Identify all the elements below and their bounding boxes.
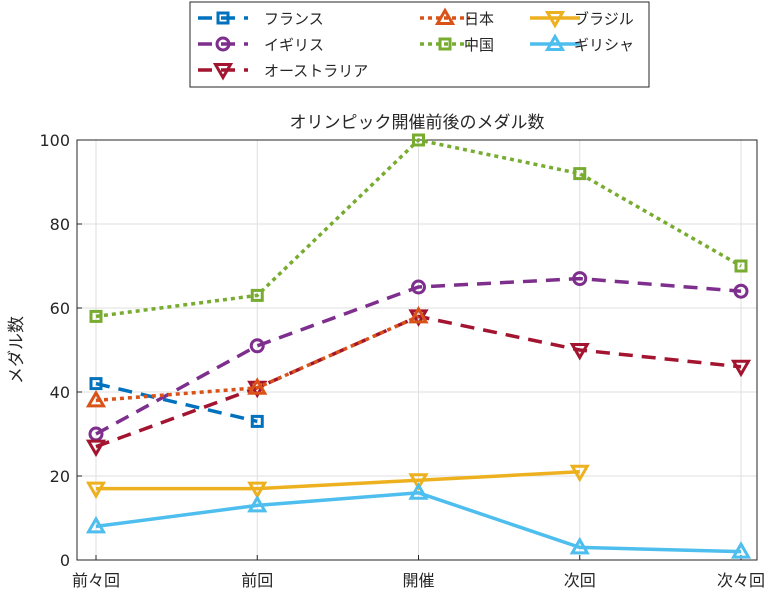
- data-point: [249, 338, 265, 354]
- data-point: [247, 377, 268, 395]
- data-point: [247, 481, 268, 500]
- data-point: [569, 464, 590, 483]
- data-point: [250, 288, 264, 302]
- series-ギリシャ: [85, 482, 752, 559]
- data-point: [85, 389, 107, 408]
- data-point: [85, 439, 107, 458]
- data-point: [572, 271, 588, 287]
- y-tick-label: 60: [50, 299, 70, 318]
- legend-label: ブラジル: [574, 10, 634, 28]
- data-point: [734, 259, 748, 273]
- legend-item: イギリス: [198, 36, 324, 54]
- legend-label: フランス: [264, 10, 324, 28]
- data-point: [730, 359, 752, 378]
- series-フランス: [89, 377, 264, 428]
- data-point: [730, 541, 752, 559]
- x-tick-label: 次回: [564, 571, 596, 590]
- x-tick-label: 次々回: [717, 571, 765, 590]
- series-中国: [89, 133, 748, 323]
- data-point: [408, 305, 429, 324]
- y-tick-label: 20: [50, 467, 70, 486]
- series-line: [96, 470, 580, 491]
- data-point: [85, 481, 107, 500]
- legend-item: オーストラリア: [198, 62, 368, 81]
- legend-label: ギリシャ: [574, 36, 634, 54]
- y-tick-label: 0: [60, 551, 70, 570]
- x-tick-label: 前回: [241, 571, 273, 590]
- data-point: [89, 377, 103, 391]
- series-line: [95, 381, 258, 424]
- legend-marker: [215, 36, 231, 52]
- data-point: [250, 414, 264, 428]
- legend-item: 日本: [420, 7, 494, 28]
- x-axis: 前々回 前回 開催 次回 次々回: [72, 555, 765, 590]
- legend-item: ギリシャ: [530, 33, 634, 54]
- series-group: [85, 133, 752, 559]
- data-point: [408, 482, 429, 500]
- series-ブラジル: [85, 464, 590, 500]
- y-tick-label: 40: [50, 383, 70, 402]
- data-point: [733, 283, 749, 299]
- y-tick-label: 100: [39, 131, 70, 150]
- legend-marker: [544, 11, 566, 29]
- legend-item: フランス: [198, 10, 324, 28]
- legend-marker: [216, 11, 230, 25]
- legend-label: 日本: [464, 10, 494, 28]
- data-point: [569, 343, 590, 361]
- legend-label: イギリス: [264, 36, 324, 54]
- data-point: [411, 279, 426, 295]
- data-point: [247, 494, 268, 513]
- data-point: [412, 133, 425, 147]
- legend-item: 中国: [420, 36, 494, 54]
- data-point: [85, 515, 107, 534]
- data-point: [569, 536, 590, 555]
- legend-marker: [434, 7, 456, 25]
- x-tick-label: 開催: [402, 571, 434, 590]
- y-tick-label: 80: [50, 215, 70, 234]
- legend-marker: [212, 63, 234, 81]
- y-axis: 0 20 40 60 80 100: [39, 131, 82, 570]
- data-point: [408, 473, 429, 491]
- series-イギリス: [88, 271, 749, 442]
- chart-title: オリンピック開催前後のメダル数: [290, 113, 545, 133]
- legend-marker: [438, 37, 452, 51]
- series-line: [95, 491, 742, 554]
- legend-marker: [544, 33, 566, 51]
- series-line: [95, 276, 742, 436]
- series-日本: [85, 305, 429, 408]
- legend-item: ブラジル: [530, 10, 634, 29]
- data-point: [573, 167, 587, 181]
- legend-label: 中国: [464, 36, 494, 54]
- y-axis-label: メダル数: [7, 316, 27, 384]
- legend-label: オーストラリア: [264, 62, 368, 80]
- series-line: [95, 138, 742, 319]
- data-point: [89, 309, 103, 323]
- series-line: [95, 314, 420, 403]
- x-tick-label: 前々回: [72, 571, 120, 590]
